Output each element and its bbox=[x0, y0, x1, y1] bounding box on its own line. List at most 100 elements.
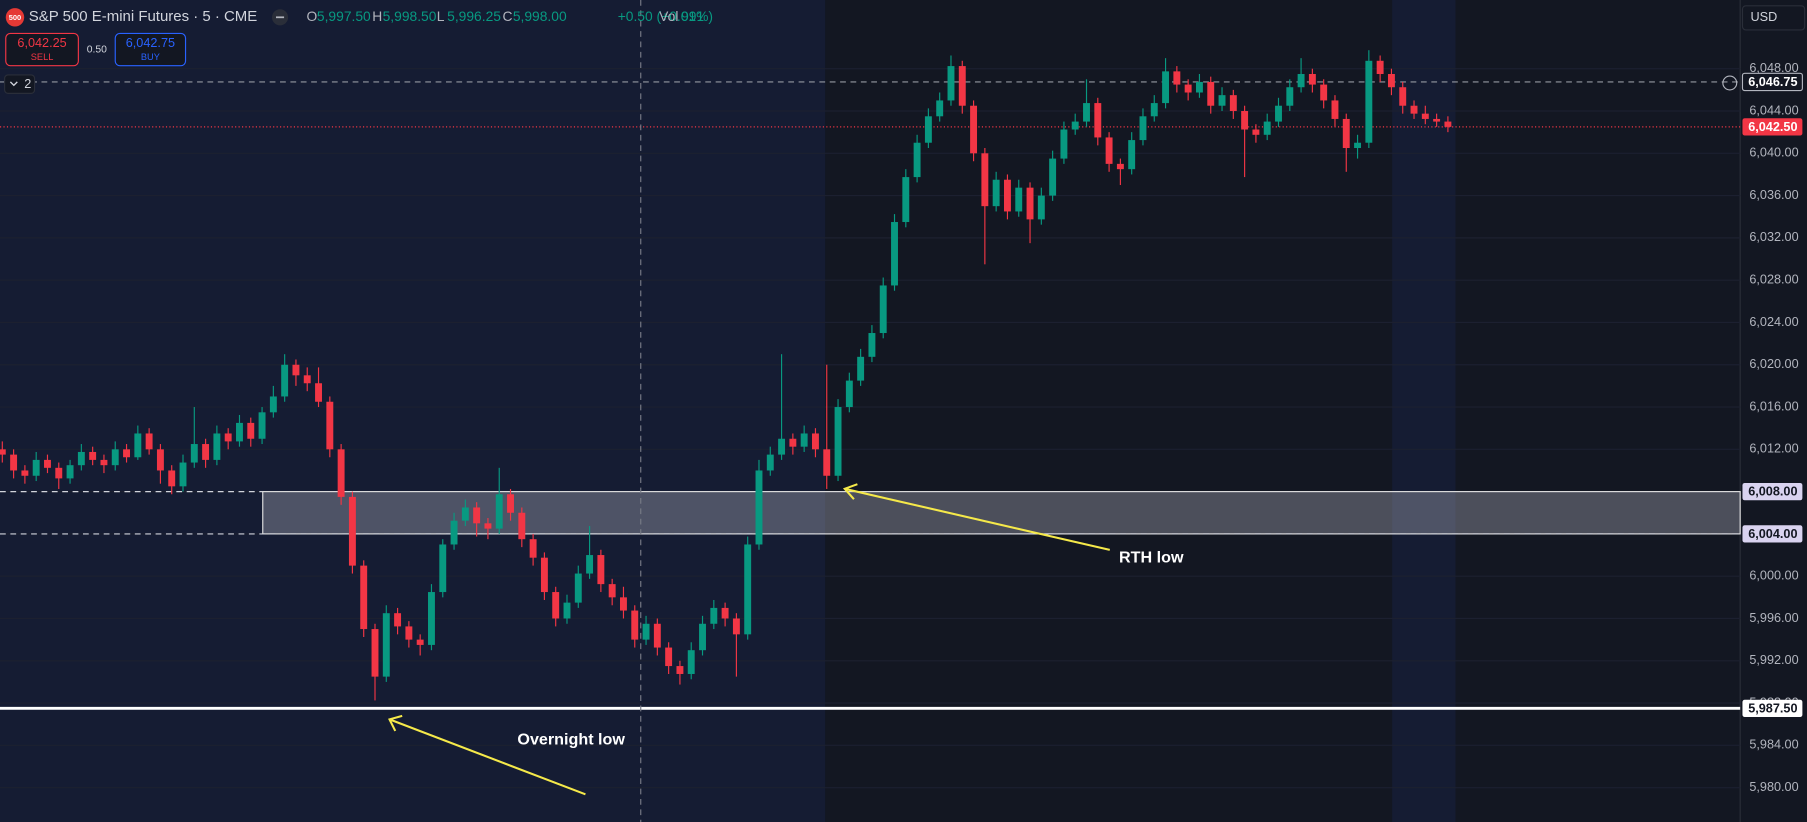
sell-price: 6,042.25 bbox=[17, 36, 66, 50]
candle-body bbox=[1308, 74, 1316, 85]
y-tick-label: 6,012.00 bbox=[1749, 442, 1798, 456]
candle-body bbox=[586, 555, 594, 574]
candles bbox=[0, 50, 1452, 701]
candle-body bbox=[156, 449, 164, 471]
candle-body bbox=[1365, 60, 1373, 143]
candle-body bbox=[1003, 179, 1011, 212]
candle-body bbox=[0, 449, 6, 455]
candle-body bbox=[1275, 105, 1282, 122]
candle-body bbox=[473, 507, 481, 524]
candle-body bbox=[1410, 105, 1418, 114]
candle-body bbox=[868, 333, 876, 357]
candle-body bbox=[1376, 60, 1384, 75]
candle-body bbox=[1150, 103, 1158, 117]
candle-body bbox=[1218, 95, 1226, 106]
sell-button[interactable] bbox=[5, 32, 79, 67]
arrow-head bbox=[842, 483, 858, 500]
candle-body bbox=[1105, 137, 1113, 164]
y-tick-label: 6,020.00 bbox=[1749, 357, 1798, 371]
candle-body bbox=[507, 494, 514, 513]
currency-button[interactable] bbox=[1741, 5, 1806, 31]
candle-body bbox=[281, 364, 289, 397]
indicators-count: 2 bbox=[24, 77, 31, 91]
symbol-title: S&P 500 E-mini Futures · 5 · CME bbox=[29, 8, 257, 25]
candle-body bbox=[620, 597, 627, 611]
y-tick-label: 5,980.00 bbox=[1749, 780, 1798, 794]
candle-body bbox=[66, 465, 74, 479]
candle-body bbox=[123, 449, 130, 458]
candle-body bbox=[653, 623, 661, 648]
candle-body bbox=[1331, 100, 1339, 119]
buy-price: 6,042.75 bbox=[126, 36, 175, 50]
candle-body bbox=[450, 520, 458, 545]
candle-body bbox=[1342, 118, 1350, 149]
symbol-logo-text: 500 bbox=[9, 13, 21, 22]
y-tick-label: 6,044.00 bbox=[1749, 103, 1798, 117]
candle-body bbox=[574, 573, 582, 603]
spread: 0.50 bbox=[87, 44, 107, 55]
candle-body bbox=[552, 592, 560, 619]
candle-body bbox=[879, 285, 887, 334]
candle-body bbox=[224, 433, 232, 442]
candle-body bbox=[10, 454, 18, 471]
chevron bbox=[9, 81, 18, 87]
y-tick-label: 6,000.00 bbox=[1749, 569, 1798, 583]
candle-body bbox=[484, 523, 492, 529]
arrow-line bbox=[844, 487, 1111, 551]
plus-button[interactable] bbox=[1722, 75, 1738, 91]
level-label-box bbox=[1742, 482, 1803, 501]
candle-body bbox=[111, 449, 119, 466]
candle-body bbox=[258, 412, 266, 439]
candle-body bbox=[721, 607, 729, 619]
annotation: Overnight low bbox=[517, 730, 625, 748]
candle-body bbox=[800, 433, 808, 447]
candle-body bbox=[1229, 95, 1237, 112]
candle-body bbox=[857, 356, 865, 381]
buy-label: BUY bbox=[141, 52, 160, 62]
candle-body bbox=[1083, 103, 1090, 122]
candle-body bbox=[811, 433, 819, 450]
y-tick-label: 6,024.00 bbox=[1749, 315, 1798, 329]
ohlc-key: L bbox=[437, 8, 445, 24]
sell-label: SELL bbox=[31, 52, 54, 62]
candle-body bbox=[970, 105, 978, 154]
candle-body bbox=[134, 433, 142, 458]
candle-body bbox=[461, 507, 469, 521]
candle-body bbox=[1195, 81, 1203, 93]
candle-body bbox=[1139, 116, 1147, 141]
session-shade bbox=[0, 0, 826, 822]
ohlc-key: H bbox=[372, 8, 382, 24]
candle-body bbox=[529, 539, 537, 558]
candle-body bbox=[303, 375, 311, 384]
buy-button[interactable] bbox=[114, 32, 187, 67]
candle-body bbox=[732, 618, 740, 635]
arrow-head bbox=[388, 714, 403, 732]
indicators-toggle[interactable] bbox=[4, 74, 36, 94]
candle-body bbox=[21, 470, 29, 476]
y-tick-label: 6,048.00 bbox=[1749, 61, 1798, 75]
candle-body bbox=[1387, 74, 1395, 88]
arrow-line bbox=[389, 718, 586, 796]
candle-body bbox=[597, 555, 605, 585]
candle-body bbox=[631, 610, 639, 640]
candle-body bbox=[337, 449, 345, 497]
ohlc-key: O bbox=[307, 8, 318, 24]
ohlc-value: 5,998.00 bbox=[513, 8, 567, 24]
candle-body bbox=[100, 459, 108, 466]
candle-body bbox=[1060, 129, 1068, 159]
candle-body bbox=[1421, 113, 1429, 119]
candle-body bbox=[190, 444, 198, 463]
candle-body bbox=[1037, 195, 1045, 220]
candle-body bbox=[326, 401, 334, 450]
candle-body bbox=[394, 613, 402, 627]
candle-body bbox=[1320, 84, 1328, 101]
candle-body bbox=[766, 454, 774, 471]
volume: 991 bbox=[681, 8, 704, 24]
candle-body bbox=[608, 584, 616, 598]
candle-body bbox=[179, 462, 187, 487]
grid: 5,980.005,984.005,988.005,992.005,996.00… bbox=[0, 61, 1799, 794]
candle-body bbox=[1071, 121, 1079, 130]
candle-body bbox=[44, 459, 51, 468]
candle-body bbox=[247, 422, 255, 439]
